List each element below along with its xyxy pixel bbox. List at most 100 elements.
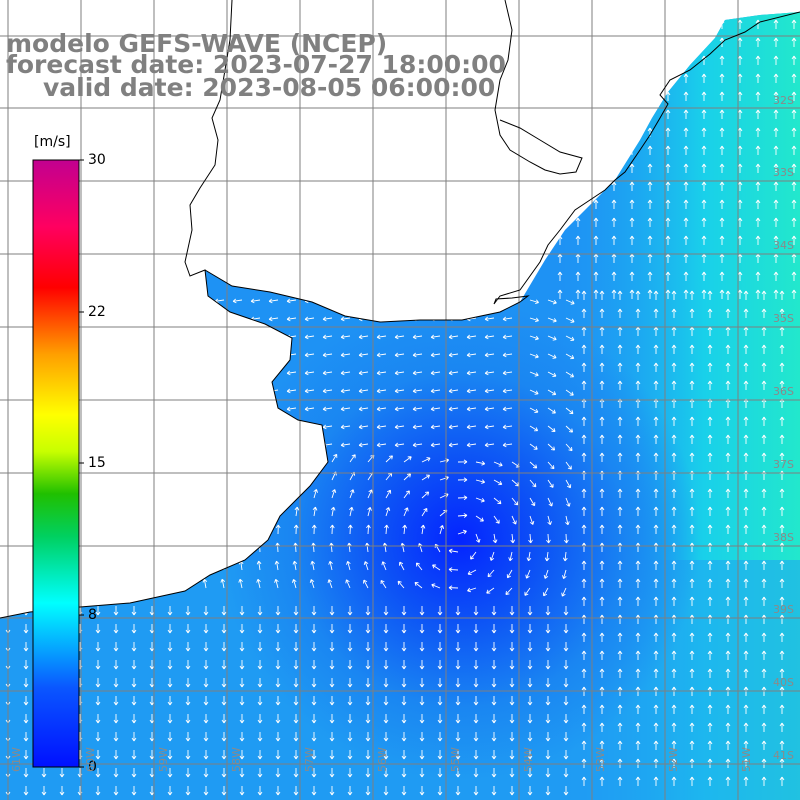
wind-arrow bbox=[689, 506, 695, 516]
wind-arrow bbox=[529, 425, 539, 432]
wind-arrow bbox=[791, 109, 797, 119]
wind-arrow bbox=[340, 352, 351, 358]
wind-arrow bbox=[755, 217, 761, 227]
wind-arrow bbox=[653, 416, 659, 426]
wind-arrow bbox=[545, 678, 551, 688]
wind-arrow bbox=[329, 750, 335, 760]
wind-arrow bbox=[347, 768, 353, 778]
wind-arrow bbox=[671, 344, 677, 354]
wind-arrow bbox=[311, 524, 317, 535]
wind-arrow bbox=[665, 163, 671, 173]
wind-arrow bbox=[581, 560, 587, 570]
wind-arrow bbox=[599, 380, 605, 390]
wind-arrow bbox=[653, 362, 659, 372]
wind-arrow bbox=[743, 308, 749, 318]
wind-arrow bbox=[779, 578, 785, 588]
wind-arrow bbox=[421, 457, 431, 463]
lat-label: 39S bbox=[773, 603, 794, 616]
wind-arrow bbox=[653, 578, 659, 588]
wind-arrow bbox=[431, 583, 441, 589]
wind-arrow bbox=[617, 416, 623, 426]
wind-arrow bbox=[455, 750, 461, 760]
wind-arrow bbox=[466, 406, 477, 412]
lat-label: 40S bbox=[773, 676, 794, 689]
wind-arrow bbox=[611, 289, 617, 299]
wind-arrow bbox=[761, 740, 767, 750]
wind-arrow bbox=[755, 199, 761, 209]
wind-arrow bbox=[473, 660, 479, 670]
wind-arrow bbox=[509, 660, 515, 670]
wind-arrow bbox=[581, 596, 587, 606]
wind-arrow bbox=[545, 642, 551, 652]
wind-arrow bbox=[743, 650, 749, 660]
wind-arrow bbox=[779, 632, 785, 642]
wind-arrow bbox=[286, 370, 297, 376]
wind-arrow bbox=[257, 678, 263, 688]
wind-arrow bbox=[23, 714, 29, 724]
wind-arrow bbox=[257, 606, 263, 616]
wind-arrow bbox=[653, 560, 659, 570]
wind-arrow bbox=[383, 696, 389, 706]
wind-arrow bbox=[419, 732, 425, 742]
wind-arrow bbox=[545, 660, 551, 670]
wind-arrow bbox=[491, 606, 497, 616]
wind-arrow bbox=[635, 434, 641, 444]
wind-arrow bbox=[581, 290, 587, 300]
wind-arrow bbox=[421, 491, 430, 499]
wind-arrow bbox=[367, 489, 373, 499]
wind-arrow bbox=[689, 290, 695, 300]
wind-arrow bbox=[327, 579, 333, 589]
wind-arrow bbox=[545, 768, 551, 778]
wind-arrow bbox=[665, 271, 671, 281]
wind-arrow bbox=[761, 452, 767, 462]
wind-arrow bbox=[581, 578, 587, 588]
wind-arrow bbox=[581, 650, 587, 660]
wind-arrow bbox=[286, 298, 297, 304]
wind-arrow bbox=[653, 722, 659, 732]
wind-arrow bbox=[358, 370, 369, 376]
wind-arrow bbox=[329, 678, 335, 688]
wind-arrow bbox=[725, 290, 731, 300]
wind-arrow bbox=[347, 524, 353, 535]
wind-arrow bbox=[23, 768, 29, 778]
wind-arrow bbox=[457, 495, 468, 501]
wind-arrow bbox=[689, 650, 695, 660]
wind-arrow bbox=[346, 560, 351, 571]
wind-arrow bbox=[310, 560, 316, 571]
wind-arrow bbox=[466, 370, 477, 376]
wind-arrow bbox=[689, 776, 695, 786]
wind-arrow bbox=[779, 596, 785, 606]
wind-arrow bbox=[95, 786, 101, 796]
wind-arrow bbox=[773, 181, 779, 191]
wind-arrow bbox=[617, 650, 623, 660]
wind-arrow bbox=[430, 352, 441, 358]
wind-arrow bbox=[509, 732, 515, 742]
wind-arrow bbox=[665, 181, 671, 191]
wind-arrow bbox=[617, 560, 623, 570]
wind-arrow bbox=[779, 290, 785, 300]
wind-arrow bbox=[365, 642, 371, 652]
wind-arrow bbox=[671, 488, 677, 498]
wind-arrow bbox=[683, 109, 689, 119]
wind-arrow bbox=[412, 334, 423, 340]
wind-arrow bbox=[761, 380, 767, 390]
wind-arrow bbox=[617, 776, 623, 786]
wind-arrow bbox=[203, 606, 209, 616]
wind-arrow bbox=[761, 416, 767, 426]
wind-arrow bbox=[719, 91, 725, 101]
wind-arrow bbox=[131, 750, 137, 760]
model-title: modelo GEFS-WAVE (NCEP) bbox=[6, 29, 388, 58]
wind-arrow bbox=[719, 181, 725, 191]
wind-arrow bbox=[529, 335, 539, 341]
wind-arrow bbox=[671, 380, 677, 390]
wind-arrow bbox=[239, 606, 245, 616]
wind-arrow bbox=[529, 515, 535, 525]
wind-arrow bbox=[455, 696, 461, 706]
wind-arrow bbox=[509, 768, 515, 778]
wind-arrow bbox=[725, 776, 731, 786]
wind-arrow bbox=[581, 776, 587, 786]
wind-arrow bbox=[95, 750, 101, 760]
wind-arrow bbox=[647, 181, 653, 191]
colorbar-unit: [m/s] bbox=[34, 134, 71, 150]
